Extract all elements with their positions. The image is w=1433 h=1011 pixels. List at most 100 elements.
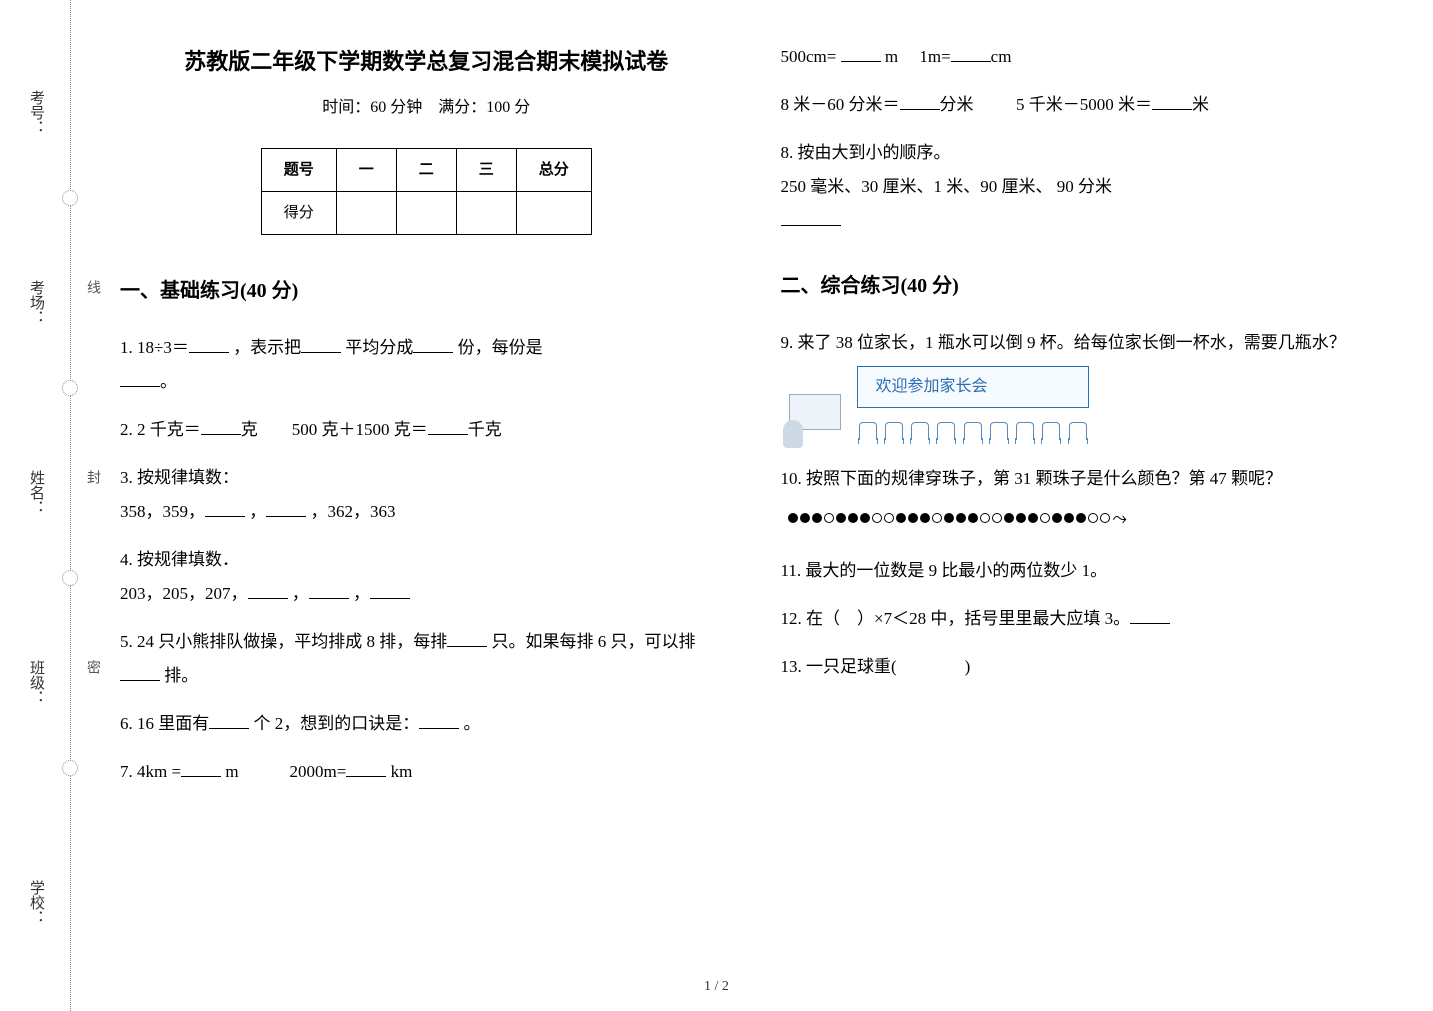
bead-black-icon xyxy=(1064,513,1074,523)
bead-black-icon xyxy=(968,513,978,523)
bead-black-icon xyxy=(836,513,846,523)
q1-e: 。 xyxy=(160,372,177,391)
binding-spine-char: 线 xyxy=(82,280,102,294)
q7-3a-u: 分米 xyxy=(940,95,974,114)
th-label: 题号 xyxy=(261,149,336,192)
right-column: 500cm= m 1m=cm 8 米－60 分米＝分米 5 千米－5000 米＝… xyxy=(781,40,1394,971)
welcome-banner: 欢迎参加家长会 xyxy=(857,366,1089,408)
page-body: 苏教版二年级下学期数学总复习混合期末模拟试卷 时间：60 分钟 满分：100 分… xyxy=(120,40,1393,971)
q3-a: 358，359， xyxy=(120,502,205,521)
blank xyxy=(189,336,229,353)
blank xyxy=(120,370,160,387)
th-2: 二 xyxy=(396,149,456,192)
cell xyxy=(396,192,456,235)
binding-edge: 考号：考场：姓名：班级：学校：线封密 xyxy=(0,0,100,1011)
q6-a: 6. 16 里面有 xyxy=(120,714,209,733)
q7-1a: 7. 4km = xyxy=(120,762,181,781)
table-row: 得分 xyxy=(261,192,591,235)
blank xyxy=(309,582,349,599)
binding-circle-icon xyxy=(62,380,78,396)
page-number: 1 / 2 xyxy=(0,979,1433,995)
q8-label: 8. 按由大到小的顺序。 xyxy=(781,136,1394,170)
table-row: 题号 一 二 三 总分 xyxy=(261,149,591,192)
exam-title: 苏教版二年级下学期数学总复习混合期末模拟试卷 xyxy=(120,40,733,84)
question-6: 6. 16 里面有 个 2，想到的口诀是： 。 xyxy=(120,707,733,741)
q4-b: ， xyxy=(292,584,309,603)
q1-c: 平均分成 xyxy=(345,338,413,357)
q3-b: ， xyxy=(249,502,266,521)
q7-2b-u: cm xyxy=(991,47,1012,66)
question-8: 8. 按由大到小的顺序。 250 毫米、30 厘米、1 米、90 厘米、 90 … xyxy=(781,136,1394,238)
chair-icon xyxy=(885,422,903,440)
question-13: 13. 一只足球重( ) xyxy=(781,650,1394,684)
chair-icon xyxy=(859,422,877,440)
blank xyxy=(346,760,386,777)
q7-1b: 2000m= xyxy=(290,762,347,781)
bead-black-icon xyxy=(860,513,870,523)
blank xyxy=(951,45,991,62)
q6-b: 个 2，想到的口诀是： xyxy=(254,714,420,733)
blank xyxy=(248,582,288,599)
q7-2b: 1m= xyxy=(919,47,950,66)
q7-3b-u: 米 xyxy=(1192,95,1209,114)
question-11: 11. 最大的一位数是 9 比最小的两位数少 1。 xyxy=(781,554,1394,588)
bead-black-icon xyxy=(896,513,906,523)
cell xyxy=(516,192,591,235)
q7-3b: 5 千米－5000 米＝ xyxy=(1016,95,1152,114)
q2-a: 2. 2 千克＝ xyxy=(120,420,201,439)
question-7-line2: 500cm= m 1m=cm xyxy=(781,40,1394,74)
blank xyxy=(781,209,841,226)
teacher-icon xyxy=(781,388,851,448)
question-7-line1: 7. 4km = m 2000m= km xyxy=(120,755,733,789)
section-1-heading: 一、基础练习(40 分) xyxy=(120,271,733,311)
beads-continuation-icon: ⤳ xyxy=(1113,500,1127,536)
chair-icon xyxy=(1069,422,1087,440)
q2-b: 500 克＋1500 克＝ xyxy=(292,420,428,439)
bead-black-icon xyxy=(956,513,966,523)
binding-spine-char: 封 xyxy=(82,470,102,484)
bead-black-icon xyxy=(1004,513,1014,523)
question-9: 9. 来了 38 位家长，1 瓶水可以倒 9 杯。给每位家长倒一杯水，需要几瓶水… xyxy=(781,326,1394,448)
left-column: 苏教版二年级下学期数学总复习混合期末模拟试卷 时间：60 分钟 满分：100 分… xyxy=(120,40,733,971)
q5-b: 只。如果每排 6 只，可以排 xyxy=(492,632,696,651)
blank xyxy=(841,45,881,62)
chair-icon xyxy=(937,422,955,440)
blank xyxy=(301,336,341,353)
blank xyxy=(209,712,249,729)
q7-1a-u: m xyxy=(221,762,238,781)
blank xyxy=(428,418,468,435)
bead-black-icon xyxy=(800,513,810,523)
bead-black-icon xyxy=(908,513,918,523)
exam-subtitle: 时间：60 分钟 满分：100 分 xyxy=(120,92,733,124)
bead-black-icon xyxy=(1052,513,1062,523)
question-10: 10. 按照下面的规律穿珠子，第 31 颗珠子是什么颜色？第 47 颗呢？ ⤳ xyxy=(781,462,1394,540)
question-7-line3: 8 米－60 分米＝分米 5 千米－5000 米＝米 xyxy=(781,88,1394,122)
chair-icon xyxy=(911,422,929,440)
blank xyxy=(900,93,940,110)
question-1: 1. 18÷3＝ ，表示把 平均分成 份，每份是 。 xyxy=(120,331,733,399)
question-2: 2. 2 千克＝克 500 克＋1500 克＝千克 xyxy=(120,413,733,447)
question-3: 3. 按规律填数： 358，359， ， ，362，363 xyxy=(120,461,733,529)
q2-b-unit: 千克 xyxy=(468,420,502,439)
bead-white-icon xyxy=(980,513,990,523)
bead-black-icon xyxy=(944,513,954,523)
bead-black-icon xyxy=(1076,513,1086,523)
q4-a: 203，205，207， xyxy=(120,584,248,603)
bead-white-icon xyxy=(992,513,1002,523)
q7-2a: 500cm= xyxy=(781,47,841,66)
binding-field-label: 姓名： xyxy=(26,470,47,515)
bead-white-icon xyxy=(884,513,894,523)
bead-white-icon xyxy=(872,513,882,523)
bead-white-icon xyxy=(1088,513,1098,523)
row-label: 得分 xyxy=(261,192,336,235)
beads-pattern: ⤳ xyxy=(781,496,1133,540)
binding-circle-icon xyxy=(62,760,78,776)
blank xyxy=(419,712,459,729)
binding-field-label: 学校： xyxy=(26,880,47,925)
blank xyxy=(181,760,221,777)
blank xyxy=(370,582,410,599)
blank xyxy=(120,664,160,681)
blank xyxy=(1152,93,1192,110)
q8-items: 250 毫米、30 厘米、1 米、90 厘米、 90 分米 xyxy=(781,170,1394,204)
blank xyxy=(447,630,487,647)
